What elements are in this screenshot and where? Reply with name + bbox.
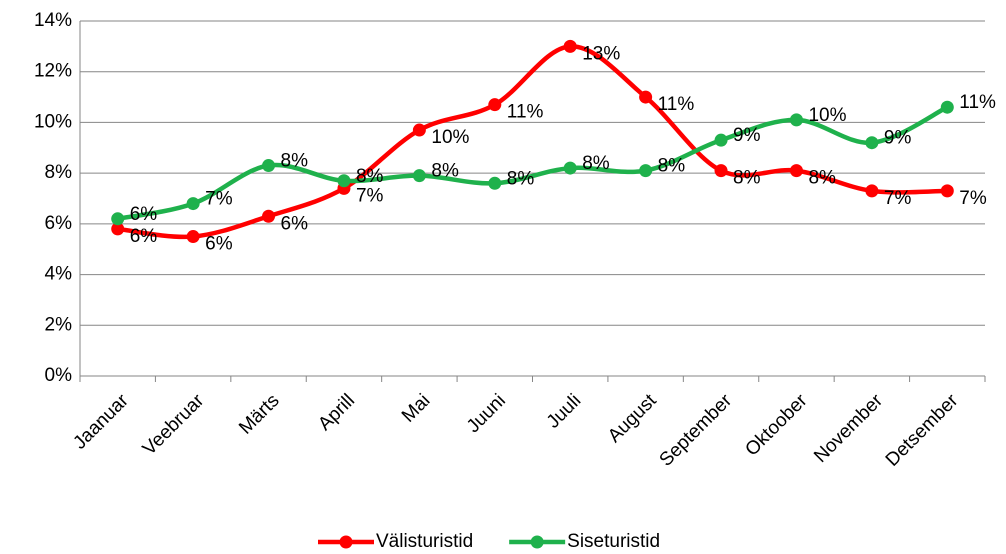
data-point <box>412 123 426 137</box>
data-point <box>111 212 125 226</box>
data-label: 11% <box>658 94 695 115</box>
data-label: 7% <box>884 188 912 209</box>
data-label: 8% <box>733 168 761 189</box>
data-point <box>337 174 351 188</box>
x-tick-label: Oktoober <box>741 390 812 461</box>
data-label: 6% <box>130 204 158 225</box>
y-tick-label: 12% <box>34 61 72 82</box>
data-point <box>488 176 502 190</box>
data-point <box>488 98 502 112</box>
data-label: 8% <box>658 156 686 177</box>
x-tick-label: Märts <box>235 390 283 438</box>
data-label: 8% <box>281 151 309 172</box>
y-tick-label: 6% <box>45 213 73 234</box>
data-point <box>714 164 728 178</box>
data-point <box>563 39 577 53</box>
data-point <box>940 184 954 198</box>
data-label: 10% <box>431 127 469 148</box>
x-tick-label: Mai <box>398 390 435 427</box>
data-label: 9% <box>884 128 912 149</box>
data-label: 8% <box>431 161 459 182</box>
data-point <box>186 197 200 211</box>
data-label: 8% <box>582 153 610 174</box>
x-tick-label: Juuli <box>543 390 585 432</box>
data-point <box>412 169 426 183</box>
data-label: 8% <box>808 168 836 189</box>
data-label: 8% <box>507 168 535 189</box>
x-tick-label: Jaanuar <box>69 390 133 454</box>
data-point <box>639 90 653 104</box>
series-line <box>117 44 948 240</box>
legend-marker <box>530 535 544 549</box>
y-tick-label: 2% <box>45 314 73 335</box>
x-tick-label: August <box>604 390 661 447</box>
y-tick-label: 8% <box>45 162 73 183</box>
data-point <box>714 133 728 147</box>
legend-label: Välisturistid <box>376 531 473 552</box>
data-label: 13% <box>582 43 620 64</box>
y-tick-label: 4% <box>45 264 73 285</box>
legend-marker <box>339 535 353 549</box>
legend-label: Siseturistid <box>567 531 660 552</box>
data-point <box>865 136 879 150</box>
data-point <box>262 209 276 223</box>
data-point <box>639 164 653 178</box>
data-label: 11% <box>507 102 544 123</box>
x-tick-label: Aprill <box>314 390 359 435</box>
x-tick-label: September <box>656 390 737 471</box>
data-label: 6% <box>281 213 309 234</box>
data-label: 6% <box>205 234 233 255</box>
data-point <box>111 222 125 236</box>
data-label: 9% <box>733 125 761 146</box>
x-tick-label: Juuni <box>463 390 510 437</box>
x-tick-label: November <box>810 390 887 467</box>
data-label: 11% <box>959 92 996 113</box>
data-point <box>186 230 200 244</box>
data-label: 10% <box>808 105 846 126</box>
y-tick-label: 14% <box>34 10 72 31</box>
data-point <box>563 161 577 175</box>
data-point <box>262 159 276 173</box>
y-tick-label: 0% <box>45 365 73 386</box>
series-line <box>117 105 949 221</box>
data-label: 7% <box>205 189 233 210</box>
data-label: 7% <box>356 185 384 206</box>
data-point <box>865 184 879 198</box>
data-point <box>789 113 803 127</box>
data-label: 6% <box>130 226 158 247</box>
x-tick-label: Detsember <box>882 390 963 471</box>
x-tick-label: Veebruar <box>139 390 209 460</box>
data-point <box>789 164 803 178</box>
y-tick-label: 10% <box>34 111 72 132</box>
data-label: 7% <box>959 188 987 209</box>
data-point <box>940 100 954 114</box>
data-label: 8% <box>356 166 384 187</box>
